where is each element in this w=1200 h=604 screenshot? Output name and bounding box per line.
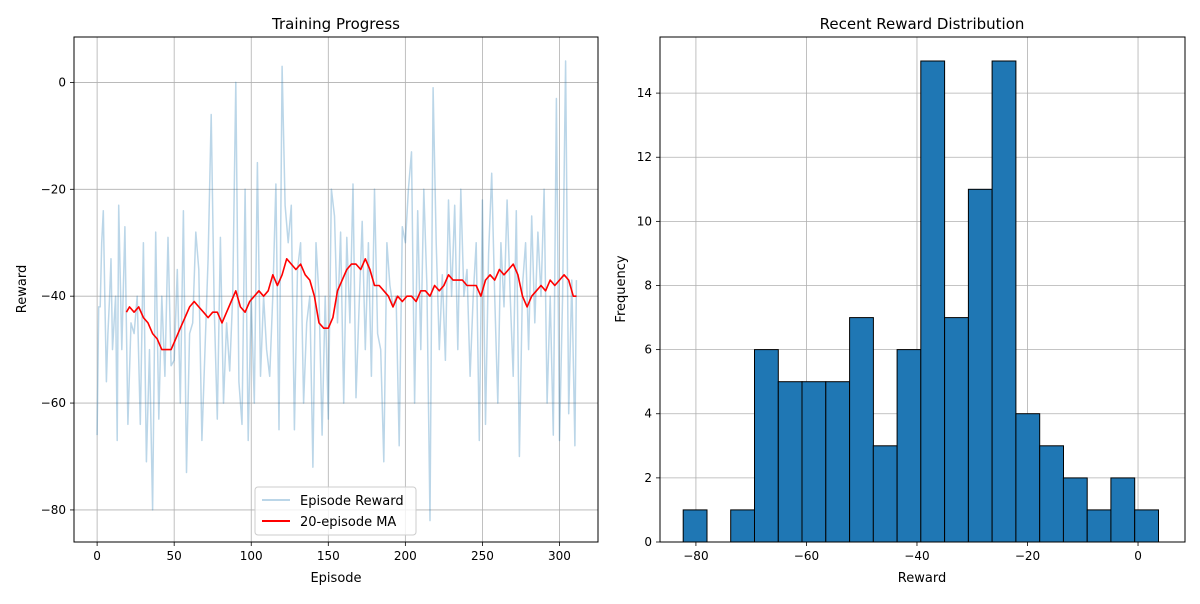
training-progress-chart: 0 50 100 150 200 250 300 −80 −60 −40 −20 0 Training… — [15, 15, 599, 586]
left-y-axis-label: Reward — [15, 265, 30, 313]
left-y-tick-label: 0 — [58, 75, 66, 89]
histogram-bar — [754, 349, 779, 543]
right-y-tick-label: 10 — [637, 214, 652, 228]
left-x-tick-label: 0 — [93, 549, 101, 563]
right-y-tick-label: 0 — [644, 535, 652, 549]
right-y-tick-label: 14 — [637, 86, 652, 100]
left-y-tick-label: −40 — [41, 289, 66, 303]
episode-reward-line — [96, 60, 578, 522]
left-y-tick-label: −20 — [41, 182, 66, 196]
histogram-bar — [872, 445, 898, 543]
histogram-bar — [944, 317, 969, 543]
legend: Episode Reward 20-episode MA — [254, 486, 417, 536]
left-axes-frame — [73, 36, 599, 543]
legend-box — [254, 486, 417, 536]
histogram-bar — [896, 349, 922, 543]
right-chart-title: Recent Reward Distribution — [820, 15, 1025, 33]
right-y-tick-label: 2 — [644, 471, 652, 485]
right-y-tick-label: 6 — [644, 343, 652, 357]
legend-ma-label: 20-episode MA — [300, 515, 396, 530]
right-axes-frame — [659, 36, 1186, 543]
histogram-bar — [825, 381, 851, 543]
histogram-bar — [1039, 445, 1064, 543]
histogram-bar — [991, 60, 1017, 543]
right-y-tick-label: 4 — [644, 407, 652, 421]
left-ticks: 0 50 100 150 200 250 300 −80 −60 −40 −20 0 — [41, 75, 571, 563]
histogram-bar — [730, 509, 756, 543]
right-x-tick-label: 0 — [1134, 549, 1142, 563]
right-ticks: −80 −60 −40 −20 0 0 2 4 6 8 10 12 14 — [637, 86, 1142, 563]
left-x-tick-label: 150 — [317, 549, 340, 563]
right-y-tick-label: 12 — [637, 150, 652, 164]
right-bars-layer — [682, 60, 1159, 543]
histogram-bar — [801, 381, 827, 543]
moving-average-line — [125, 257, 577, 351]
histogram-bar — [1134, 509, 1159, 543]
histogram-bar — [1062, 477, 1088, 543]
histogram-bar — [920, 60, 946, 543]
histogram-bar — [1015, 413, 1041, 543]
right-y-axis-label: Frequency — [614, 255, 629, 322]
left-series-layer — [96, 60, 578, 522]
left-chart-title: Training Progress — [271, 15, 400, 33]
right-x-tick-label: −20 — [1015, 549, 1040, 563]
right-x-axis-label: Reward — [898, 571, 946, 586]
histogram-bar — [1086, 509, 1112, 543]
left-x-axis-label: Episode — [310, 571, 361, 586]
right-x-tick-label: −40 — [904, 549, 929, 563]
right-y-tick-label: 8 — [644, 278, 652, 292]
left-x-tick-label: 300 — [548, 549, 571, 563]
reward-distribution-chart: −80 −60 −40 −20 0 0 2 4 6 8 10 12 14 Recent Reward D… — [614, 15, 1186, 586]
left-x-tick-label: 50 — [167, 549, 182, 563]
legend-episode-reward-label: Episode Reward — [300, 494, 404, 509]
right-x-tick-label: −80 — [683, 549, 708, 563]
histogram-bar — [967, 188, 993, 543]
histogram-bar — [777, 381, 803, 543]
histogram-bar — [1110, 477, 1136, 543]
left-y-tick-label: −60 — [41, 396, 66, 410]
left-x-tick-label: 250 — [471, 549, 494, 563]
left-x-tick-label: 200 — [394, 549, 417, 563]
left-y-tick-label: −80 — [41, 503, 66, 517]
left-x-tick-label: 100 — [240, 549, 263, 563]
histogram-bar — [682, 509, 708, 543]
right-x-tick-label: −60 — [794, 549, 819, 563]
histogram-bar — [849, 317, 874, 543]
